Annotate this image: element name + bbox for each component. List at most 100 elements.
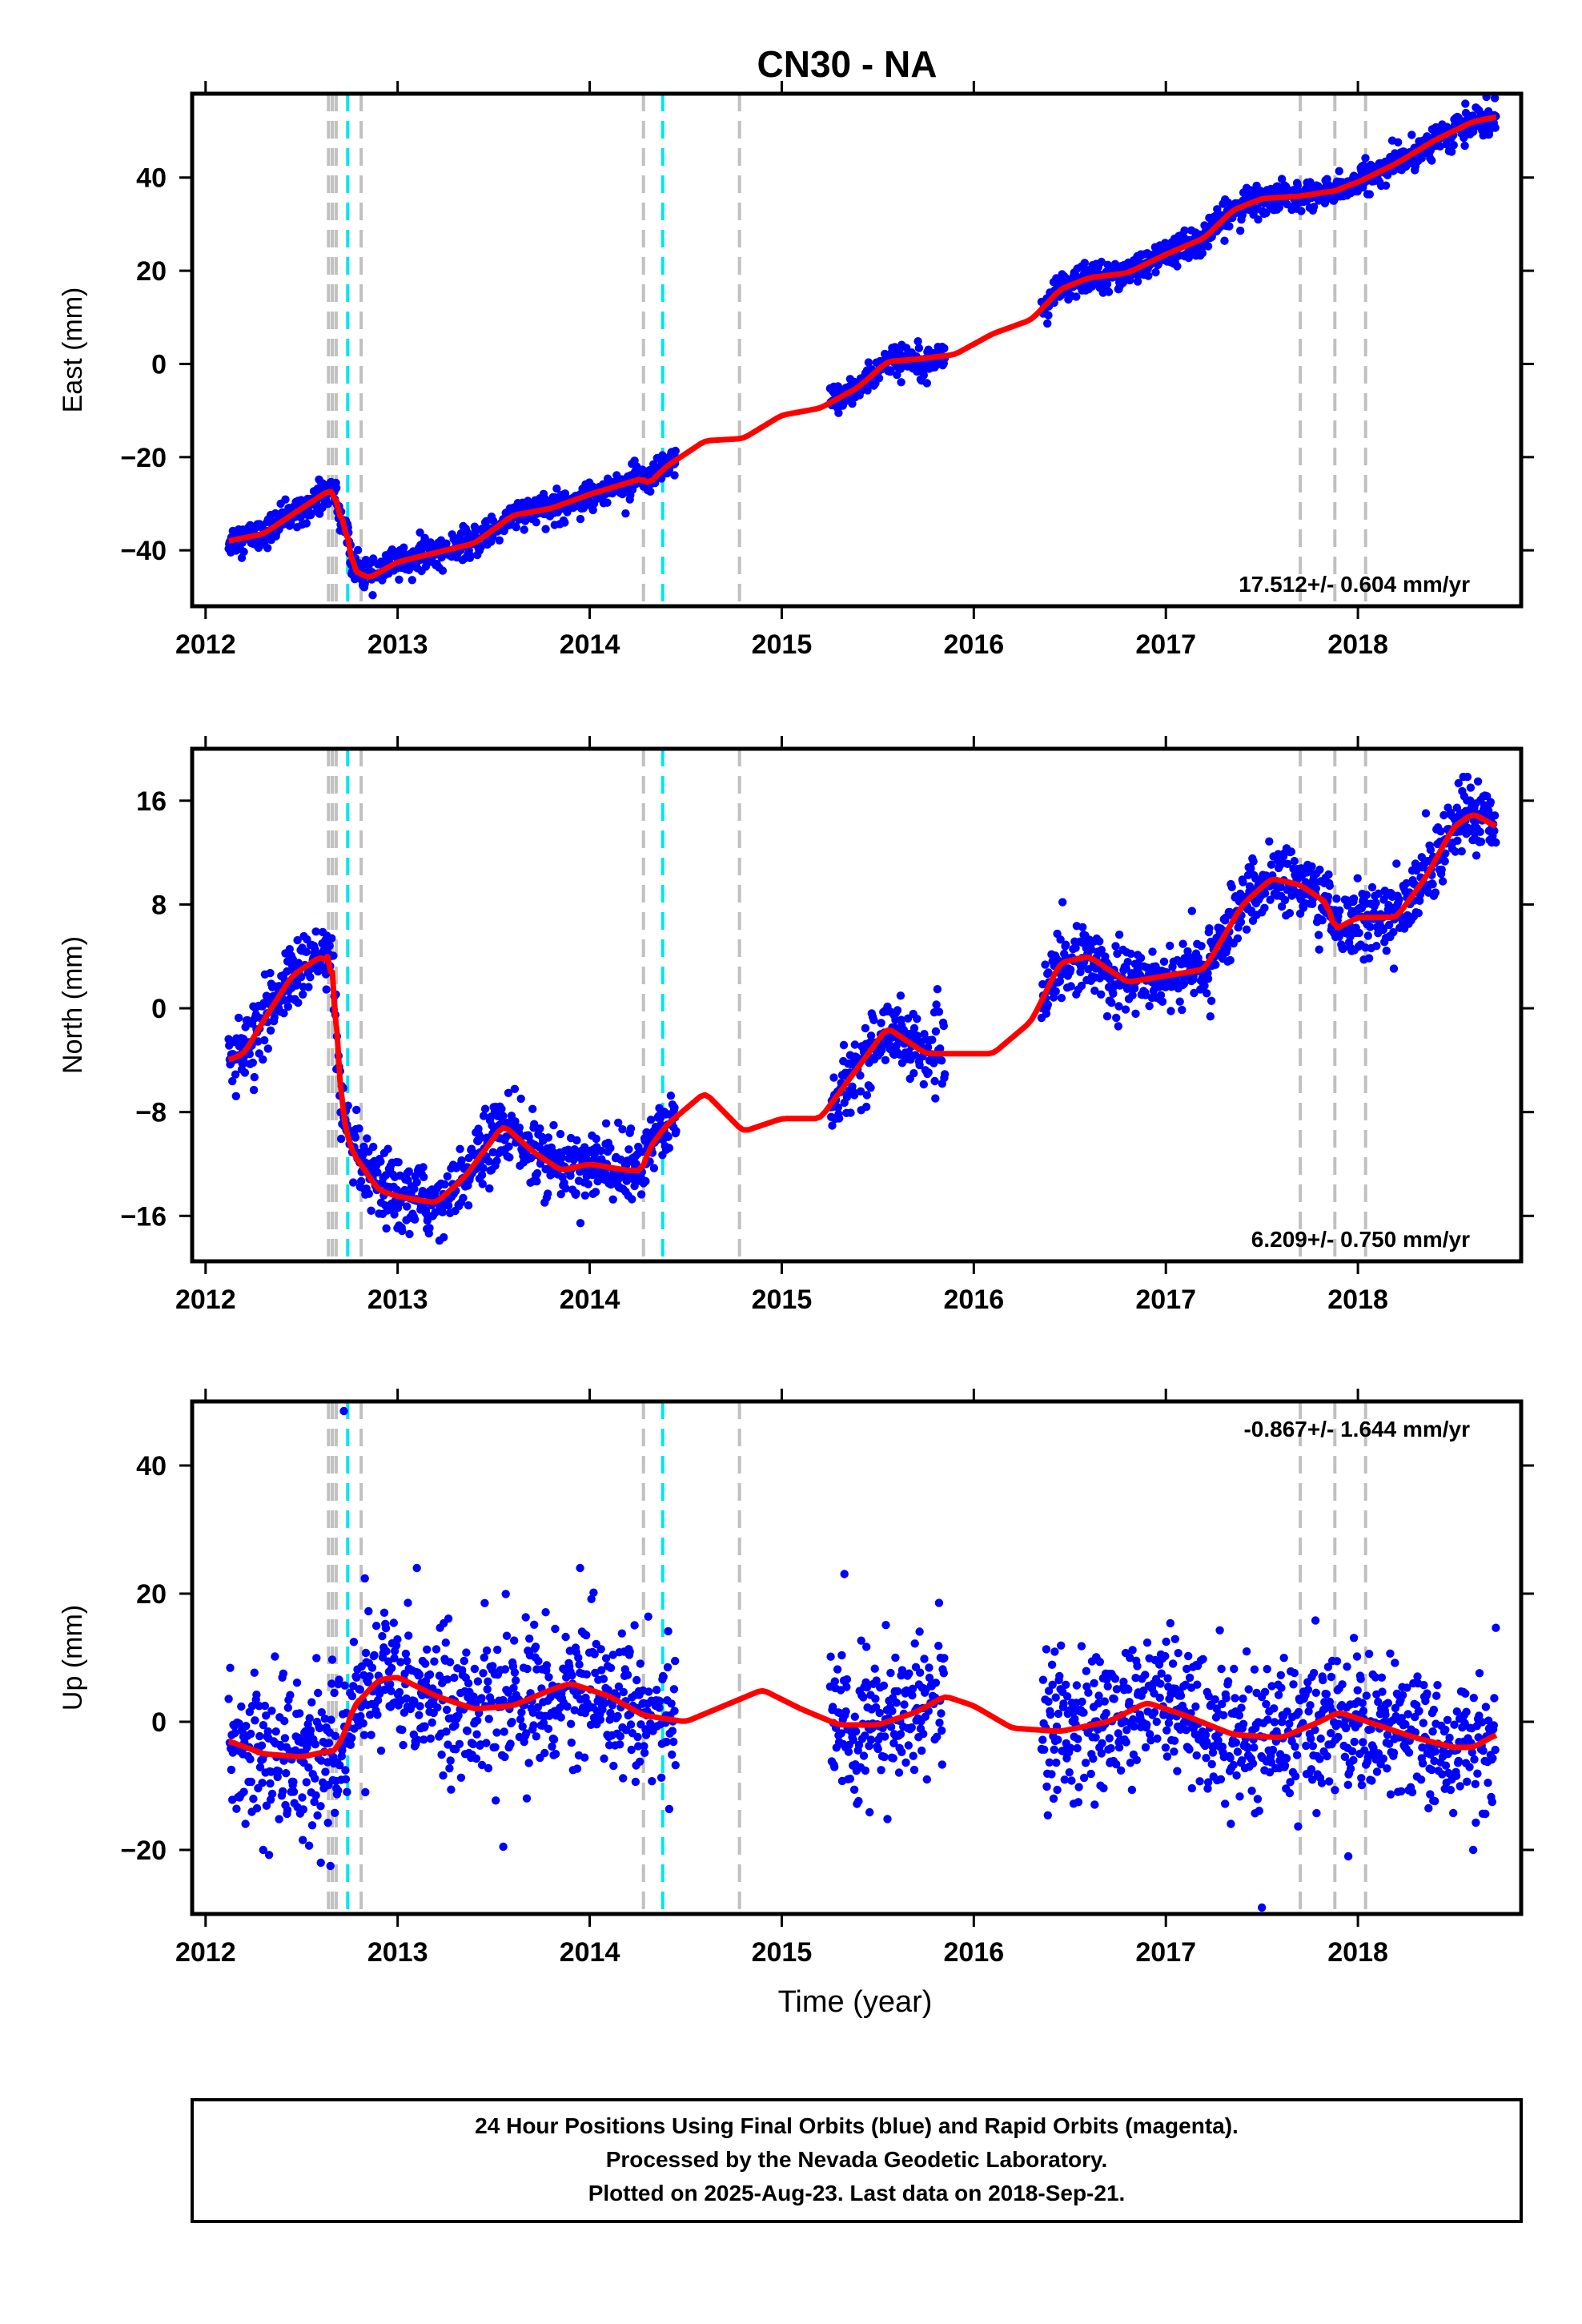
data-point [1244,1685,1253,1694]
data-point [916,1668,925,1677]
data-point [1074,1783,1083,1791]
data-point [255,1049,263,1058]
data-point [484,1763,493,1773]
data-point [601,1119,611,1128]
data-point [1394,138,1403,147]
data-point [289,1787,299,1796]
data-point [1097,990,1106,999]
data-point [1151,267,1160,277]
data-point [1335,167,1343,175]
data-point [522,1794,532,1803]
data-point [1235,1711,1244,1720]
data-point [915,1627,924,1636]
data-point [285,945,294,954]
data-point [398,1725,407,1735]
data-point [289,1777,298,1787]
data-point [1231,1694,1239,1703]
data-point [501,1590,510,1598]
data-point [1081,1759,1090,1767]
data-point [1155,1693,1164,1703]
data-point [669,1685,679,1694]
data-point [1128,991,1137,1000]
data-point [524,1132,533,1141]
data-point [464,1201,473,1210]
data-point [440,1180,449,1189]
y-tick-label: −40 [120,536,167,566]
data-point [544,1133,553,1142]
data-point [347,1734,356,1743]
data-point [1161,1651,1170,1661]
y-tick-label: 20 [136,256,167,287]
data-point [321,1767,330,1776]
data-point [909,1765,919,1775]
data-point [510,1668,520,1677]
data-point [1114,931,1124,939]
data-point [648,1777,656,1786]
data-point [849,1785,859,1794]
data-point [1260,903,1269,913]
data-point [572,1764,582,1773]
data-point [1265,837,1274,846]
data-point [1282,1754,1291,1763]
data-point [479,1112,488,1120]
data-point [1178,939,1187,948]
data-point [1230,1664,1239,1674]
data-point [482,1739,491,1747]
data-point [1166,1618,1175,1628]
data-point [282,1769,291,1778]
data-point [376,1746,386,1755]
data-point [228,1076,237,1086]
data-point [294,998,303,1007]
data-point [886,366,895,375]
data-point [1106,1743,1115,1753]
data-point [271,1727,280,1736]
data-point [901,1758,910,1767]
data-point [621,509,630,518]
data-point [304,1841,314,1850]
data-point [341,1775,351,1783]
plot-area-up [224,1401,1500,1914]
data-point [893,370,901,380]
data-point [1091,1733,1100,1742]
data-point [914,344,924,352]
data-point [283,1703,292,1712]
data-point [415,1711,424,1719]
data-point [1180,226,1189,235]
data-point [1133,1662,1142,1671]
data-point [1166,941,1174,951]
data-point [665,1144,674,1152]
data-point [1111,942,1120,951]
data-point [881,1732,889,1741]
data-point [532,1168,542,1178]
data-point [1175,997,1184,1006]
data-point [1170,1736,1179,1745]
data-point [376,1157,385,1166]
data-point [1225,222,1234,231]
data-point [1178,1005,1186,1015]
data-point [1102,279,1112,288]
data-point [1490,811,1500,820]
data-point [232,1804,241,1813]
data-point [670,1103,679,1112]
x-tick-label: 2018 [1327,1285,1388,1315]
data-point [631,1777,640,1787]
data-point [1327,1672,1336,1682]
data-point [1144,271,1153,280]
data-point [1392,859,1401,868]
data-point [1311,1688,1321,1697]
data-point [500,1665,510,1674]
data-point [1062,940,1070,949]
data-point [663,1663,673,1672]
data-point [246,1755,255,1763]
data-point [603,498,612,507]
data-point [580,1753,589,1762]
data-point [1353,874,1362,883]
data-point [1192,1751,1201,1760]
data-point [1131,1009,1140,1019]
axes-frame-east [190,91,1524,609]
data-point [1389,964,1399,973]
data-point [425,1224,434,1232]
x-tick-label: 2012 [175,629,236,660]
data-point [325,941,334,951]
data-point [1179,979,1189,988]
